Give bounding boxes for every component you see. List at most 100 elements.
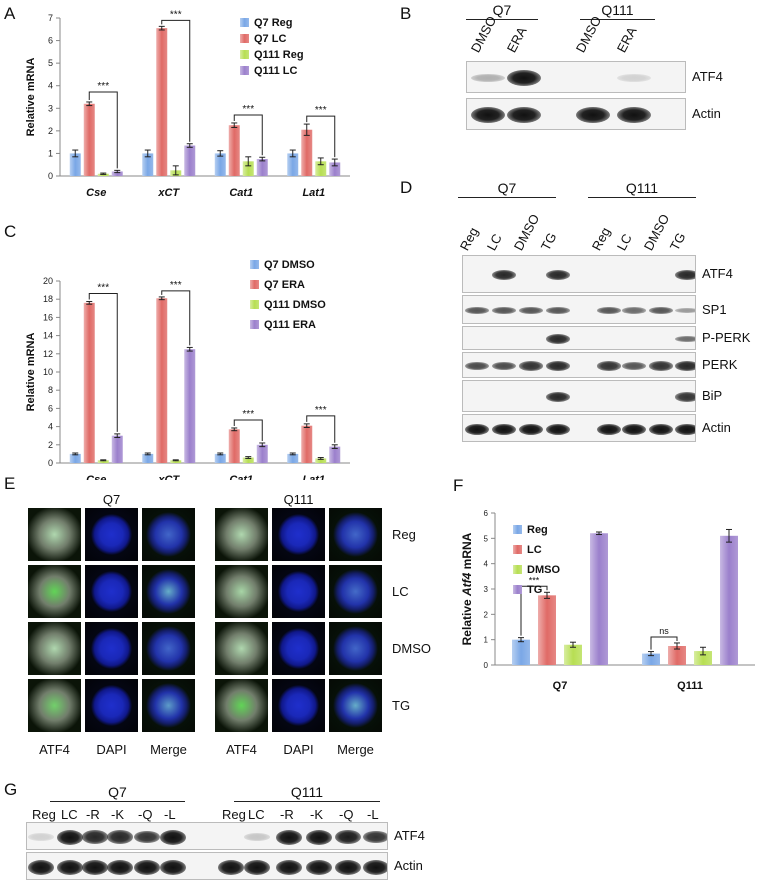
- blot-band: [134, 830, 160, 844]
- micrograph-column-label: DAPI: [96, 742, 127, 757]
- y-tick-label: 3: [48, 103, 53, 113]
- category-label: Cse: [86, 474, 106, 480]
- micrograph-cell: [84, 621, 139, 676]
- micrograph-cell: [271, 507, 326, 562]
- blot-band: [622, 307, 646, 314]
- bar: [329, 446, 341, 463]
- blot-band: [546, 423, 570, 435]
- significance-bracket: [161, 290, 191, 346]
- bar: [512, 639, 530, 665]
- y-tick-label: 5: [484, 534, 489, 543]
- legend-label: Reg: [527, 524, 548, 536]
- blot-group-header: Q111: [601, 2, 634, 18]
- micrograph-column-label: Merge: [337, 742, 374, 757]
- lane-label: DMSO: [510, 211, 543, 253]
- blot-row-label: BiP: [702, 388, 723, 403]
- y-axis-label: Relative Atf4 mRNA: [460, 532, 474, 645]
- blot-band: [335, 829, 361, 845]
- blot-band: [617, 74, 651, 82]
- blot-band: [507, 70, 541, 86]
- category-label: Cat1: [229, 187, 253, 199]
- blot-band: [675, 270, 695, 280]
- blot-strip: [462, 352, 696, 378]
- micrograph-cell: [141, 621, 196, 676]
- legend-swatch: [240, 66, 249, 75]
- micrograph-column-label: ATF4: [226, 742, 257, 757]
- bar: [184, 349, 196, 463]
- micrograph-group-header: Q111: [283, 492, 314, 507]
- bar: [142, 453, 154, 463]
- blot-band: [519, 423, 543, 435]
- blot-row-label: PERK: [702, 357, 738, 372]
- lane-label: -Q: [339, 807, 354, 822]
- lane-label: -K: [111, 807, 124, 822]
- bar: [315, 458, 327, 463]
- y-tick-label: 6: [48, 403, 53, 413]
- blot-band: [363, 859, 387, 875]
- lane-label: Reg: [456, 224, 482, 253]
- y-tick-label: 2: [48, 126, 53, 136]
- blot-band: [649, 423, 673, 435]
- legend-label: LC: [527, 544, 542, 556]
- y-tick-label: 18: [43, 294, 53, 304]
- bar: [184, 145, 196, 176]
- chart-c: 0 2 4 6 8 10 12 14 16 18 20 Relative mRNA Cse xCT Cat1…: [25, 259, 350, 480]
- significance-label: ***: [242, 409, 254, 420]
- blot-group-header: Q7: [492, 2, 512, 18]
- significance-label: ***: [97, 282, 109, 293]
- y-tick-label: 4: [484, 560, 489, 569]
- blot-group-line: [50, 801, 185, 802]
- legend-swatch: [513, 545, 522, 554]
- blot-band: [649, 361, 673, 371]
- micrograph-cell: [328, 507, 383, 562]
- significance-bracket: [88, 91, 118, 169]
- blot-band: [28, 833, 54, 841]
- category-label: xCT: [157, 187, 180, 199]
- blot-band: [546, 270, 570, 280]
- bar: [83, 103, 95, 176]
- blot-band: [244, 859, 270, 875]
- blot-band: [276, 859, 302, 875]
- blot-row-label: ATF4: [692, 69, 723, 84]
- micrograph-cell: [84, 564, 139, 619]
- bar: [301, 129, 313, 176]
- significance-bracket: [233, 114, 263, 156]
- blot-band: [675, 307, 695, 314]
- lane-label: Reg: [222, 807, 246, 822]
- lane-label: -R: [86, 807, 100, 822]
- lane-label: -K: [310, 807, 323, 822]
- y-tick-label: 20: [43, 276, 53, 286]
- blot-band: [597, 306, 621, 315]
- chart-f: 0 1 2 3 4 5 6 Relative Atf4 mRNA Q7 Q111 *** ns Reg L…: [460, 509, 755, 692]
- category-label: Q111: [677, 680, 703, 692]
- legend-swatch: [240, 50, 249, 59]
- y-tick-label: 2: [484, 610, 489, 619]
- blot-band: [546, 306, 570, 315]
- y-tick-label: 8: [48, 385, 53, 395]
- blot-band: [492, 306, 516, 315]
- blot-band: [465, 423, 489, 435]
- blot-row-label: ATF4: [394, 828, 425, 843]
- panel-label-f: F: [453, 476, 464, 495]
- blot-group-header: Q7: [497, 180, 517, 196]
- blot-group-line: [580, 19, 655, 20]
- significance-label: ***: [97, 81, 109, 92]
- micrograph-cell: [214, 621, 269, 676]
- bar: [315, 161, 327, 176]
- y-tick-label: 6: [48, 36, 53, 46]
- y-axis-label: Relative mRNA: [25, 58, 37, 137]
- legend-swatch: [240, 34, 249, 43]
- blot-band: [617, 107, 651, 123]
- bar: [228, 429, 240, 463]
- blot-band: [597, 423, 621, 435]
- lane-label: ERA: [613, 24, 640, 55]
- micrograph-cell: [271, 621, 326, 676]
- lane-label: LC: [613, 231, 635, 253]
- bar: [69, 453, 81, 463]
- micrograph-cell: [141, 507, 196, 562]
- bar: [214, 453, 226, 463]
- micrograph-cell: [328, 678, 383, 733]
- blot-row-label: SP1: [702, 301, 727, 317]
- micrograph-cell: [27, 678, 82, 733]
- legend-swatch: [513, 565, 522, 574]
